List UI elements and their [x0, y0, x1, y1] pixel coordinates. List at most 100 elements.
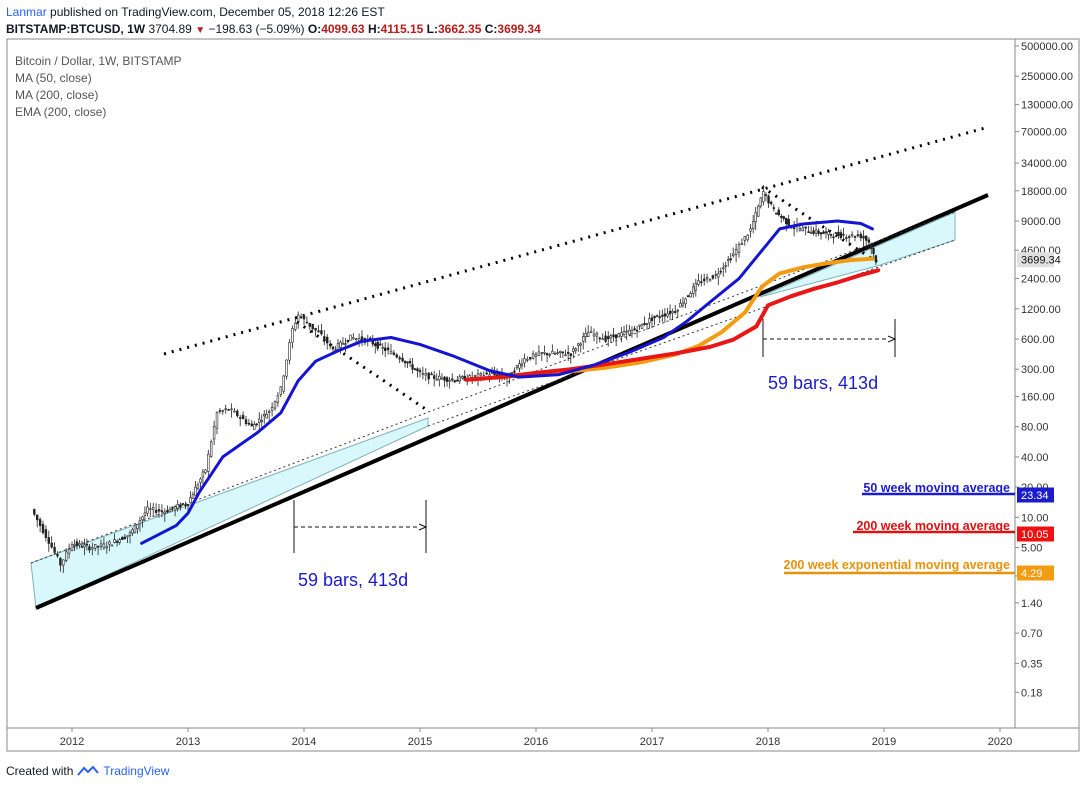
candle-body [282, 375, 285, 392]
candle-body [408, 361, 412, 364]
candle-body [346, 339, 350, 343]
candle-body [113, 539, 116, 543]
candle-body [518, 363, 521, 369]
candle-body [598, 337, 602, 340]
candle-body [260, 420, 263, 423]
candle-body [398, 357, 401, 360]
candle-body [829, 234, 833, 236]
legend-ema200[interactable]: EMA (200, close) [15, 105, 107, 119]
candle-body [586, 331, 590, 338]
candle-body [822, 231, 825, 235]
candle-body [121, 537, 124, 540]
candle-body [241, 415, 245, 420]
candle-body [561, 351, 565, 354]
candle-body [645, 322, 649, 325]
candle-body [78, 543, 81, 546]
candle-body [630, 329, 634, 334]
y-tick-label: 80.00 [1021, 422, 1049, 434]
y-tick-label: 0.35 [1021, 658, 1042, 670]
candle-body [551, 351, 554, 354]
ema200-badge-text: 4.29 [1021, 568, 1042, 580]
candle-body [91, 547, 94, 550]
candle-body [352, 337, 355, 340]
footer: Created with TradingView [6, 764, 169, 778]
candle-body [724, 264, 727, 267]
candle-body [801, 227, 805, 232]
candle-body [85, 543, 89, 546]
candle-body [537, 351, 541, 356]
created-with-text: Created with [6, 764, 74, 778]
candle-body [47, 537, 51, 544]
candle-body [834, 232, 838, 234]
low-label: L: [426, 22, 438, 36]
author-link[interactable]: Lanmar [6, 5, 47, 19]
y-tick-label: 130000.00 [1021, 100, 1073, 112]
candle-body [263, 413, 266, 417]
candle-body [640, 324, 644, 329]
x-tick-label: 2014 [292, 736, 316, 748]
low-value: 3662.35 [438, 22, 482, 36]
candle-body [308, 322, 311, 327]
candle-body [859, 233, 863, 239]
candle-body [75, 541, 79, 546]
candle-body [545, 353, 549, 356]
candle-body [33, 509, 36, 515]
ma200-badge [1017, 526, 1054, 542]
candle-body [432, 375, 436, 379]
candle-body [403, 360, 407, 364]
candle-body [73, 544, 76, 547]
candle-body [461, 376, 464, 379]
y-tick-label: 9000.00 [1021, 216, 1061, 228]
candle-body [411, 364, 414, 370]
candle-body [138, 520, 142, 525]
legend-ma200[interactable]: MA (200, close) [15, 88, 99, 102]
symbol-name: BITSTAMP:BTCUSD, 1W [6, 22, 146, 36]
candle-body [99, 543, 103, 547]
candle-body [653, 315, 656, 319]
candle-body [676, 309, 679, 312]
candle-body [526, 359, 529, 361]
candle-body [339, 341, 342, 348]
tradingview-brand-link[interactable]: TradingView [103, 764, 170, 778]
candle-body [865, 235, 868, 241]
candle-body [265, 413, 268, 419]
legend-title: Bitcoin / Dollar, 1W, BITSTAMP [15, 54, 182, 68]
annotation-bars-2018: 59 bars, 413d [768, 373, 878, 393]
candle-body [513, 370, 516, 373]
open-value: 4099.63 [321, 22, 365, 36]
candle-body [38, 519, 42, 526]
candle-body [731, 253, 735, 256]
label-200-week-ma: 200 week moving average [856, 519, 1010, 533]
candle-body [427, 372, 430, 380]
candle-body [717, 273, 720, 278]
candle-body [70, 544, 74, 551]
candle-body [128, 532, 132, 536]
candle-body [160, 510, 164, 512]
candle-body [314, 327, 317, 331]
moving-averages [140, 219, 881, 545]
candle-body [566, 351, 570, 354]
x-tick-label: 2015 [408, 736, 432, 748]
candle-body [856, 234, 860, 237]
candle-body [874, 255, 878, 262]
ma50-badge-text: 23.34 [1021, 490, 1049, 502]
candle-body [746, 234, 749, 241]
legend-ma50[interactable]: MA (50, close) [15, 71, 92, 85]
candle-body [819, 232, 823, 235]
candle-body [443, 376, 446, 381]
candle-body [123, 536, 127, 540]
y-tick-label: 0.18 [1021, 687, 1042, 699]
down-arrow-icon: ▼ [195, 25, 206, 36]
candle-body [749, 228, 752, 232]
label-50-week-ma: 50 week moving average [863, 481, 1010, 495]
candle-body [279, 386, 282, 395]
candle-body [108, 541, 111, 545]
candle-body [523, 358, 526, 364]
candle-body [418, 370, 422, 373]
chart-frame [6, 38, 1080, 752]
candle-body [171, 506, 174, 509]
candle-body [751, 221, 755, 230]
candle-body [218, 410, 222, 412]
tradingview-logo-icon [77, 765, 100, 776]
